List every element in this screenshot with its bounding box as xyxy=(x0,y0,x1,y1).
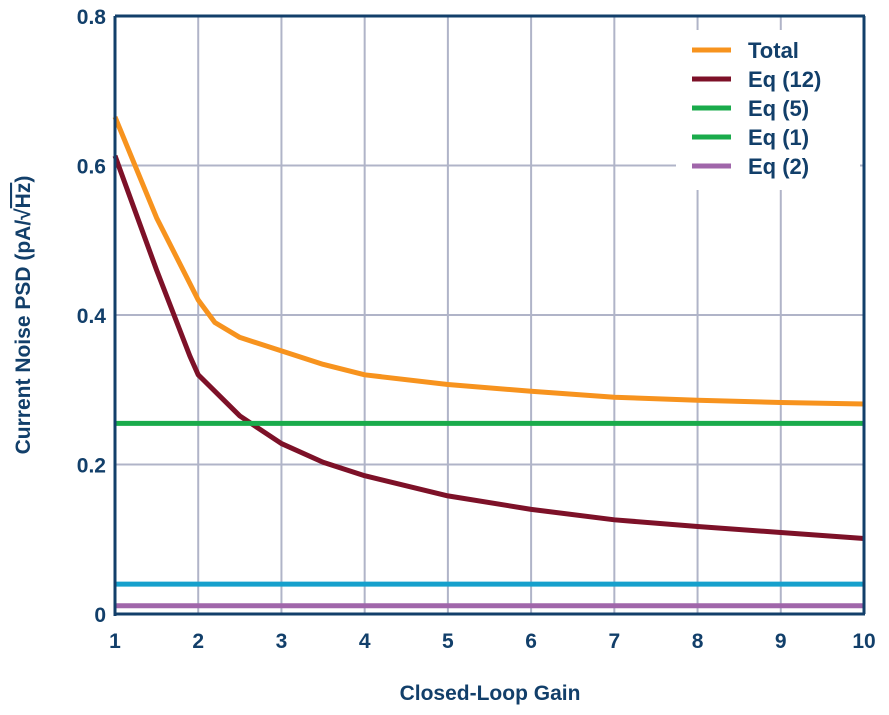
x-tick-label: 3 xyxy=(276,630,288,653)
legend-label: Eq (1) xyxy=(748,125,809,150)
y-tick-label: 0.8 xyxy=(77,6,107,29)
y-tick-label: 0.6 xyxy=(77,156,106,179)
series-lines xyxy=(112,115,865,609)
x-tick-label: 1 xyxy=(109,630,121,653)
legend: Total Eq (12) Eq (5) Eq (1) Eq (2) xyxy=(676,30,860,190)
x-tick-label: 7 xyxy=(608,630,620,653)
series-line-eq-12- xyxy=(112,154,865,541)
y-tick-label: 0 xyxy=(94,604,106,627)
x-tick-label: 5 xyxy=(442,630,454,653)
legend-label: Eq (2) xyxy=(748,154,809,179)
x-tick-label: 9 xyxy=(775,630,787,653)
x-tick-label: 10 xyxy=(852,630,875,653)
tick-labels: 1 2 3 4 5 6 7 8 9 10 0 0.2 0.4 0.6 0.8 xyxy=(77,6,876,653)
x-tick-label: 2 xyxy=(192,630,204,653)
legend-label: Total xyxy=(748,38,799,63)
legend-label: Eq (12) xyxy=(748,67,821,92)
x-tick-label: 4 xyxy=(359,630,371,653)
y-tick-label: 0.4 xyxy=(77,305,107,328)
x-tick-label: 8 xyxy=(692,630,704,653)
x-axis-label: Closed-Loop Gain xyxy=(400,682,581,705)
x-tick-label: 6 xyxy=(525,630,537,653)
legend-label: Eq (5) xyxy=(748,96,809,121)
y-axis-label: Current Noise PSD (pA/√Hz) xyxy=(12,176,35,455)
plot-frame xyxy=(113,14,866,616)
y-tick-label: 0.2 xyxy=(77,455,106,478)
series-line-total xyxy=(112,115,865,407)
